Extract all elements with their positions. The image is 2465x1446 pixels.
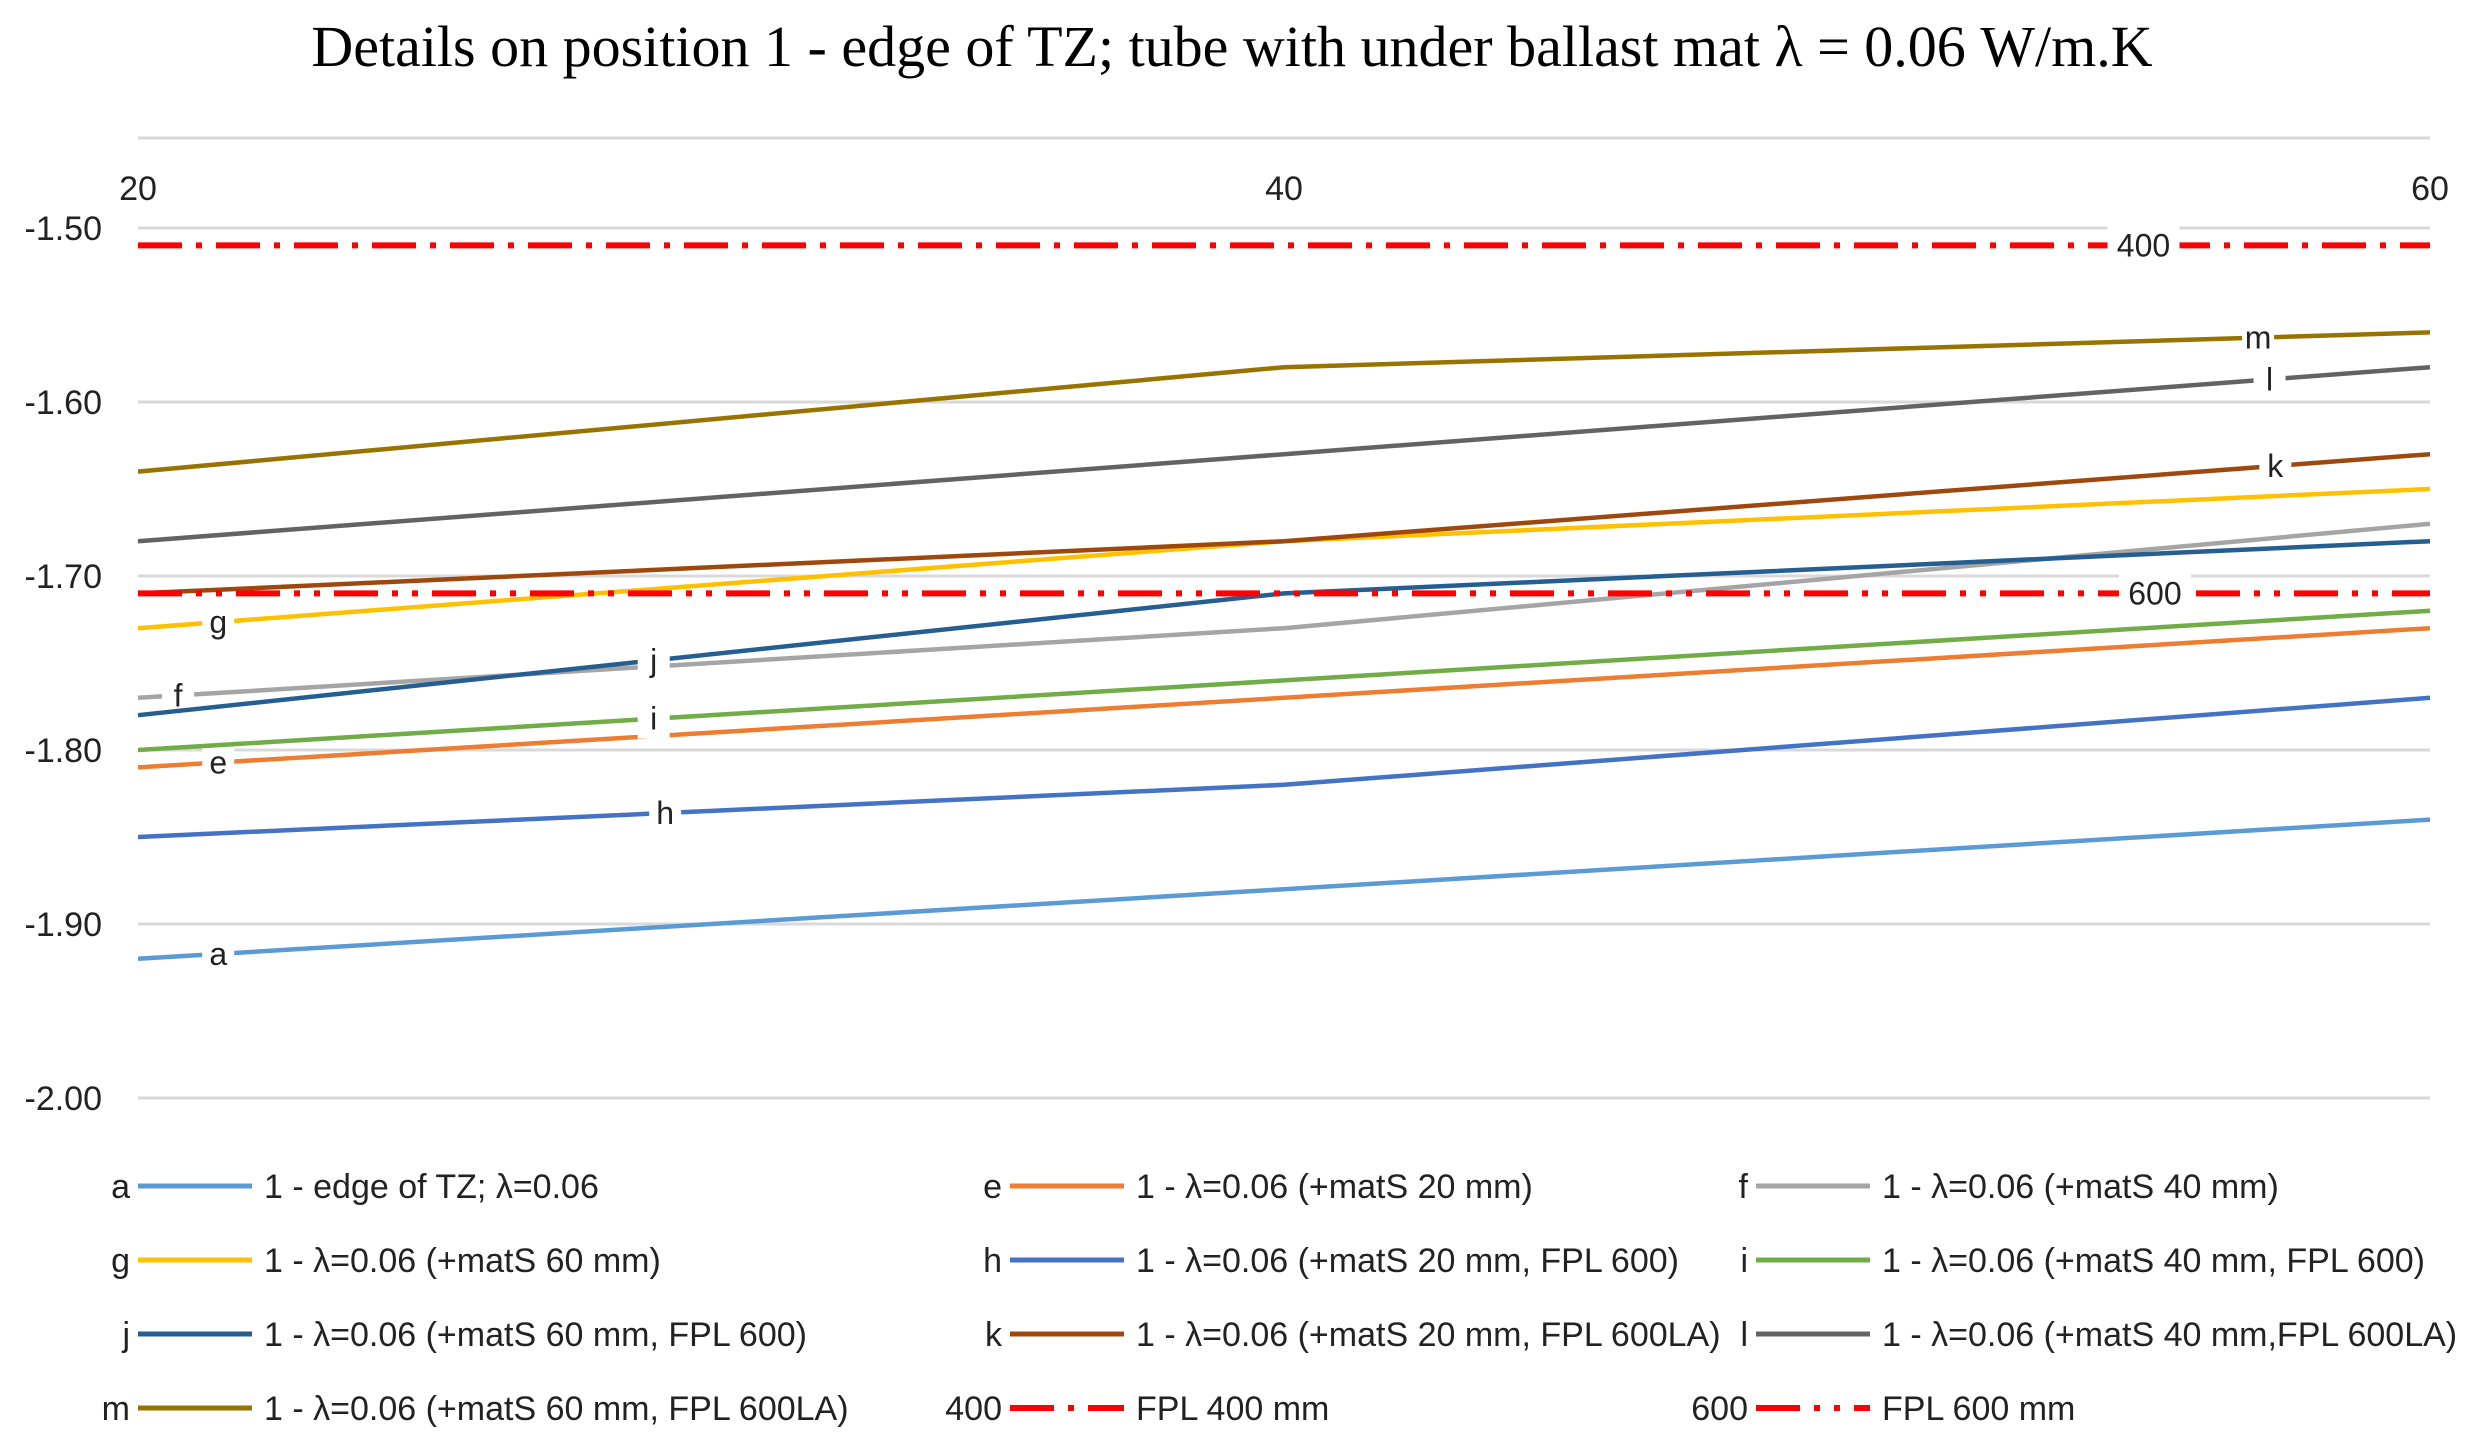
series-f: f (137, 521, 2431, 716)
series-label-e: e (209, 745, 227, 781)
legend-item-j: j 1 - λ=0.06 (+matS 60 mm, FPL 600) (121, 1316, 807, 1354)
x-axis: 20 40 60 (119, 170, 2449, 208)
series-h: h (137, 695, 2431, 840)
legend-label: FPL 400 mm (1136, 1390, 1329, 1428)
series-label-bg-400 (2107, 225, 2180, 266)
legend-item-m: m 1 - λ=0.06 (+matS 60 mm, FPL 600LA) (102, 1390, 849, 1428)
series-label-i: i (650, 701, 657, 737)
legend-item-k: k 1 - λ=0.06 (+matS 20 mm, FPL 600LA) (985, 1316, 1721, 1354)
series-line-m (137, 330, 2431, 474)
legend-label: 1 - edge of TZ; λ=0.06 (264, 1168, 599, 1206)
legend-label: 1 - λ=0.06 (+matS 60 mm, FPL 600) (264, 1316, 807, 1354)
series-i: i (137, 608, 2431, 753)
series-label-f: f (174, 677, 183, 713)
series-label-g: g (209, 604, 227, 640)
series-label-h: h (656, 795, 674, 831)
series-600: 600 (138, 573, 2430, 614)
series-line-e (137, 625, 2431, 770)
chart-title: Details on position 1 - edge of TZ; tube… (311, 14, 2152, 79)
legend-item-600: 600 FPL 600 mm (1691, 1390, 2075, 1428)
legend-key: a (111, 1168, 130, 1206)
series-line-i (137, 608, 2431, 753)
series-label-bg-j (637, 640, 670, 681)
x-tick-label: 60 (2411, 170, 2449, 208)
legend-item-l: l 1 - λ=0.06 (+matS 40 mm,FPL 600LA) (1740, 1316, 2457, 1354)
series-label-bg-600 (2118, 573, 2191, 614)
legend-key: 400 (945, 1390, 1002, 1428)
legend-item-f: f 1 - λ=0.06 (+matS 40 mm) (1739, 1168, 2279, 1206)
y-tick-label: -1.90 (25, 906, 103, 944)
legend-key: j (121, 1316, 130, 1354)
series-label-m: m (2245, 320, 2272, 356)
legend-key: 600 (1691, 1390, 1748, 1428)
legend-label: 1 - λ=0.06 (+matS 60 mm) (264, 1242, 661, 1280)
legend-key: l (1740, 1316, 1748, 1354)
series-e: e (137, 625, 2431, 783)
series-line-a (137, 817, 2431, 962)
series-label-bg-k (2259, 445, 2292, 486)
legend-label: 1 - λ=0.06 (+matS 60 mm, FPL 600LA) (264, 1390, 849, 1428)
y-axis: -1.50 -1.60 -1.70 -1.80 -1.90 -2.00 (25, 210, 103, 1118)
series-k: k (137, 445, 2431, 596)
series-label-a: a (209, 936, 227, 972)
series-g: g (137, 486, 2431, 643)
legend-label: FPL 600 mm (1882, 1390, 2075, 1428)
legend-key: g (111, 1242, 130, 1280)
series-line-h (137, 695, 2431, 840)
series-label-bg-g (202, 602, 235, 643)
series-label-bg-l (2253, 359, 2286, 400)
series-label-400: 400 (2117, 227, 2170, 263)
legend-item-400: 400 FPL 400 mm (945, 1390, 1329, 1428)
legend-item-i: i 1 - λ=0.06 (+matS 40 mm, FPL 600) (1740, 1242, 2425, 1280)
x-tick-label: 40 (1265, 170, 1303, 208)
legend-key: f (1739, 1168, 1749, 1206)
series-label-bg-a (202, 933, 235, 974)
series-l: l (137, 359, 2431, 544)
legend-item-a: a 1 - edge of TZ; λ=0.06 (111, 1168, 599, 1206)
legend-item-h: h 1 - λ=0.06 (+matS 20 mm, FPL 600) (983, 1242, 1679, 1280)
legend-key: e (983, 1168, 1002, 1206)
series-label-j: j (649, 642, 657, 678)
series-400: 400 (138, 225, 2430, 266)
series-line-k (137, 451, 2431, 596)
series-line-f (137, 521, 2431, 701)
legend-label: 1 - λ=0.06 (+matS 20 mm, FPL 600LA) (1136, 1316, 1721, 1354)
series-label-bg-m (2242, 317, 2275, 358)
legend-item-g: g 1 - λ=0.06 (+matS 60 mm) (111, 1242, 661, 1280)
grid (138, 136, 2430, 1100)
legend-label: 1 - λ=0.06 (+matS 20 mm, FPL 600) (1136, 1242, 1679, 1280)
y-tick-label: -1.50 (25, 210, 103, 248)
series-m: m (137, 317, 2431, 474)
y-tick-label: -1.70 (25, 558, 103, 596)
legend-key: k (985, 1316, 1003, 1354)
legend-key: i (1740, 1242, 1748, 1280)
series-label-l: l (2266, 361, 2273, 397)
x-tick-label: 20 (119, 170, 157, 208)
series-label-k: k (2267, 448, 2284, 484)
series-a: a (137, 817, 2431, 974)
series-label-bg-e (202, 742, 235, 783)
series-group: a ef g h ij k lm 400 600 (137, 225, 2431, 974)
series-label-bg-i (637, 698, 670, 739)
legend-key: h (983, 1242, 1002, 1280)
y-tick-label: -1.60 (25, 384, 103, 422)
legend-label: 1 - λ=0.06 (+matS 40 mm,FPL 600LA) (1882, 1316, 2457, 1354)
legend-key: m (102, 1390, 130, 1428)
y-tick-label: -2.00 (25, 1080, 103, 1118)
series-label-bg-h (649, 792, 682, 833)
legend-label: 1 - λ=0.06 (+matS 20 mm) (1136, 1168, 1533, 1206)
legend-label: 1 - λ=0.06 (+matS 40 mm, FPL 600) (1882, 1242, 2425, 1280)
legend-label: 1 - λ=0.06 (+matS 40 mm) (1882, 1168, 2279, 1206)
series-line-l (137, 364, 2431, 544)
y-tick-label: -1.80 (25, 732, 103, 770)
legend: a 1 - edge of TZ; λ=0.06 e 1 - λ=0.06 (+mat… (102, 1168, 2457, 1428)
series-j: j (137, 538, 2431, 718)
series-line-j (137, 538, 2431, 718)
series-label-600: 600 (2128, 575, 2181, 611)
legend-item-e: e 1 - λ=0.06 (+matS 20 mm) (983, 1168, 1533, 1206)
